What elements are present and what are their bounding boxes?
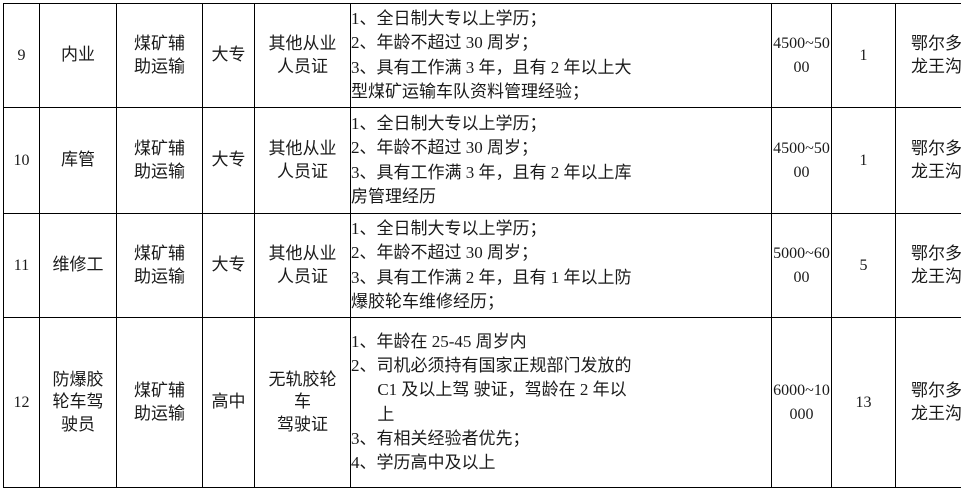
employer-cell: 鄂尔多斯市龙王沟煤矿 [895, 107, 961, 214]
headcount-cell: 1 [831, 3, 896, 108]
job-listing-table-container: 9 内业 煤矿辅 助运输 大专 其他从业 人员证 1、全日制大专以上学历； 2、年龄不超过 30… [3, 3, 961, 488]
work-unit-cell-line: 煤矿辅 [134, 34, 185, 54]
employer-cell: 鄂尔多斯市龙王沟煤矿 [895, 3, 961, 108]
education-cell-line: 高中 [211, 392, 246, 412]
table-row: 10 库管 煤矿辅 助运输 大专 其他从业 人员证 1、全日制大专以上学历； 2、年龄不超过 3… [3, 107, 961, 214]
education-cell-line: 大专 [211, 45, 246, 65]
salary-cell: 5000~6000 [771, 213, 832, 318]
row-index-cell: 10 [3, 107, 40, 214]
job-post-cell-line: 库管 [61, 150, 95, 170]
requirements-cell: 1、全日制大专以上学历； 2、年龄不超过 30 周岁； 3、具有工作满 2 年，且有… [350, 213, 772, 318]
table-row: 11 维修工 煤矿辅 助运输 大专 其他从业 人员证 1、全日制大专以上学历； 2、年龄不超过 … [3, 213, 961, 318]
education-cell: 大专 [202, 3, 255, 108]
work-unit-cell-line: 助运输 [134, 56, 185, 76]
employer-cell-line: 鄂尔多斯市 [911, 139, 961, 159]
requirement-line: 3、有相关经验者优先； [351, 428, 530, 448]
employer-cell-line: 龙王沟煤矿 [911, 56, 961, 76]
education-cell: 高中 [202, 317, 255, 488]
certificate-cell-line: 其他从业 [268, 34, 337, 54]
headcount-cell: 13 [831, 317, 896, 488]
work-unit-cell-line: 助运输 [134, 266, 185, 286]
requirement-line: 1、全日制大专以上学历； [351, 9, 547, 29]
employer-cell-line: 鄂尔多斯市 [911, 244, 961, 264]
certificate-cell-line: 其他从业 [268, 139, 337, 159]
requirements-cell: 1、全日制大专以上学历； 2、年龄不超过 30 周岁； 3、具有工作满 3 年，且有… [350, 3, 772, 108]
requirement-line: 3、具有工作满 3 年，且有 2 年以上大 [351, 57, 632, 77]
job-post-cell: 库管 [39, 107, 117, 214]
headcount-cell: 1 [831, 107, 896, 214]
employer-cell-line: 龙王沟煤矿 [911, 403, 961, 423]
work-unit-cell: 煤矿辅 助运输 [116, 317, 203, 488]
requirement-line: 2、年龄不超过 30 周岁； [351, 243, 538, 263]
job-post-cell-line: 维修工 [52, 255, 104, 275]
requirement-line: 爆胶轮车维修经历； [351, 291, 504, 311]
requirements-cell: 1、年龄在 25-45 周岁内 2、司机必须持有国家正规部门发放的 C1 及以上驾 … [350, 317, 772, 488]
requirement-line: 上 [377, 404, 395, 424]
requirement-line: 1、全日制大专以上学历； [351, 219, 547, 239]
work-unit-cell-line: 煤矿辅 [134, 244, 185, 264]
education-cell-line: 大专 [211, 255, 246, 275]
requirement-line: 3、具有工作满 3 年，且有 2 年以上库 [351, 162, 632, 182]
certificate-cell-line: 车 [294, 392, 311, 412]
certificate-cell-line: 人员证 [277, 161, 328, 181]
certificate-cell-line: 人员证 [277, 56, 328, 76]
job-post-cell-line: 驶员 [61, 414, 95, 434]
salary-cell: 4500~5000 [771, 3, 832, 108]
requirement-line: 1、全日制大专以上学历； [351, 114, 547, 134]
requirement-line: 型煤矿运输车队资料管理经验； [351, 81, 589, 101]
employer-cell: 鄂尔多斯市龙王沟煤矿 [895, 213, 961, 318]
work-unit-cell: 煤矿辅 助运输 [116, 3, 203, 108]
certificate-cell: 无轨胶轮车驾驶证 [254, 317, 351, 488]
requirement-line: 2、司机必须持有国家正规部门发放的 [351, 356, 632, 376]
requirement-line: 2、年龄不超过 30 周岁； [351, 138, 538, 158]
certificate-cell: 其他从业 人员证 [254, 3, 351, 108]
job-listing-table: 9 内业 煤矿辅 助运输 大专 其他从业 人员证 1、全日制大专以上学历； 2、年龄不超过 30… [3, 3, 961, 488]
work-unit-cell: 煤矿辅 助运输 [116, 107, 203, 214]
requirement-line: C1 及以上驾 驶证，驾龄在 2 年以 [377, 380, 627, 400]
requirement-line: 房管理经历 [351, 186, 436, 206]
job-post-cell: 防爆胶 轮车驾 驶员 [39, 317, 117, 488]
employer-cell: 鄂尔多斯市龙王沟煤矿 [895, 317, 961, 488]
education-cell-line: 大专 [211, 150, 246, 170]
job-post-cell-line: 轮车驾 [52, 392, 104, 412]
requirement-line: 1、年龄在 25-45 周岁内 [351, 332, 527, 352]
employer-cell-line: 龙王沟煤矿 [911, 161, 961, 181]
certificate-cell-line: 其他从业 [268, 244, 337, 264]
certificate-cell: 其他从业 人员证 [254, 213, 351, 318]
job-post-cell: 维修工 [39, 213, 117, 318]
certificate-cell: 其他从业 人员证 [254, 107, 351, 214]
work-unit-cell-line: 煤矿辅 [134, 139, 185, 159]
requirements-cell: 1、全日制大专以上学历； 2、年龄不超过 30 周岁； 3、具有工作满 3 年，且有… [350, 107, 772, 214]
employer-cell-line: 鄂尔多斯市 [911, 34, 961, 54]
row-index-cell: 9 [3, 3, 40, 108]
education-cell: 大专 [202, 107, 255, 214]
work-unit-cell-line: 助运输 [134, 403, 185, 423]
headcount-cell: 5 [831, 213, 896, 318]
table-row: 9 内业 煤矿辅 助运输 大专 其他从业 人员证 1、全日制大专以上学历； 2、年龄不超过 30… [3, 3, 961, 108]
certificate-cell-line: 驾驶证 [277, 414, 328, 434]
requirement-line: 4、学历高中及以上 [351, 452, 496, 472]
work-unit-cell: 煤矿辅 助运输 [116, 213, 203, 318]
employer-cell-line: 龙王沟煤矿 [911, 266, 961, 286]
job-post-cell-line: 防爆胶 [52, 369, 104, 389]
job-listing-table-body: 9 内业 煤矿辅 助运输 大专 其他从业 人员证 1、全日制大专以上学历； 2、年龄不超过 30… [3, 3, 961, 488]
table-row: 12 防爆胶 轮车驾 驶员 煤矿辅 助运输 高中 无轨胶轮车驾驶证 1、年龄在 25-45 周岁… [3, 317, 961, 488]
salary-cell: 4500~5000 [771, 107, 832, 214]
work-unit-cell-line: 煤矿辅 [134, 381, 185, 401]
employer-cell-line: 鄂尔多斯市 [911, 381, 961, 401]
job-post-cell-line: 内业 [61, 45, 95, 65]
requirement-line: 2、年龄不超过 30 周岁； [351, 33, 538, 53]
requirement-line: 3、具有工作满 2 年，且有 1 年以上防 [351, 267, 632, 287]
row-index-cell: 12 [3, 317, 40, 488]
certificate-cell-line: 人员证 [277, 266, 328, 286]
certificate-cell-line: 无轨胶轮 [268, 369, 337, 389]
education-cell: 大专 [202, 213, 255, 318]
row-index-cell: 11 [3, 213, 40, 318]
job-post-cell: 内业 [39, 3, 117, 108]
salary-cell: 6000~10000 [771, 317, 832, 488]
work-unit-cell-line: 助运输 [134, 161, 185, 181]
